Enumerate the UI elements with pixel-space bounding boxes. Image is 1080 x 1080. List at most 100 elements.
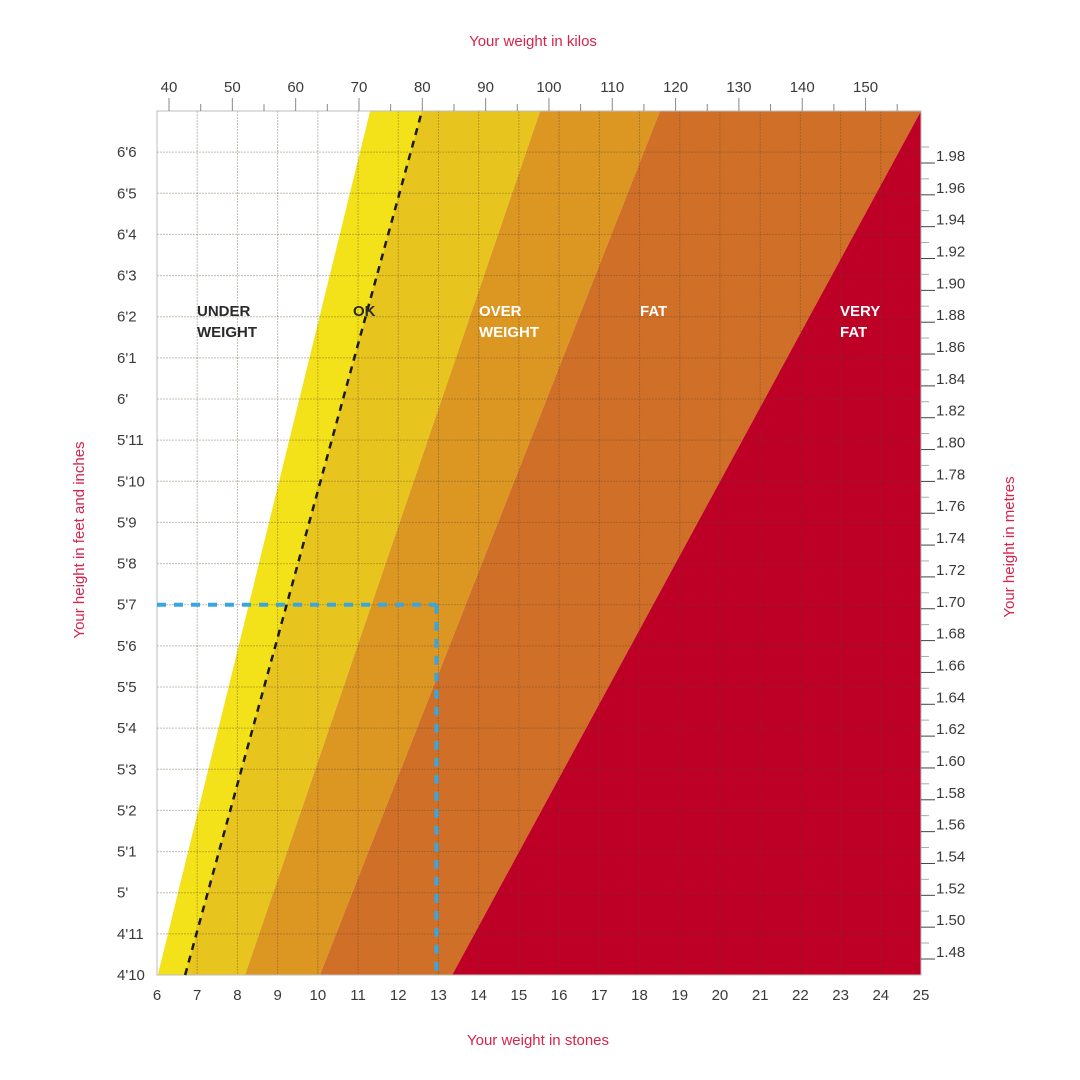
height-ft-tick-label: 5'9 — [117, 514, 137, 531]
height-ft-tick-label: 5'10 — [117, 473, 145, 490]
height-ft-tick-label: 5'5 — [117, 679, 137, 696]
metre-tick-label: 1.86 — [936, 339, 965, 356]
metres-axis: 1.98 1.96 1.94 1.92 1.90 1.88 1.86 1.84 1.82 1.80… — [921, 146, 965, 961]
stone-tick-label: 19 — [671, 987, 688, 1004]
left-axis-title: Your height in feet and inches — [71, 441, 88, 638]
kilos-axis: 40 50 60 70 80 90 100 110 120 130 140 150 — [161, 79, 898, 111]
stone-tick-label: 18 — [631, 987, 648, 1004]
stone-tick-label: 16 — [551, 987, 568, 1004]
zone-very-fat — [452, 111, 921, 975]
zone-ok-lower- — [157, 111, 422, 975]
height-ft-tick-label: 5' — [117, 885, 128, 902]
kilo-tick-label: 100 — [536, 79, 561, 96]
metre-tick-label: 1.78 — [936, 466, 965, 483]
right-axis-title: Your height in metres — [1001, 476, 1018, 617]
zone-ok — [185, 111, 541, 975]
stone-tick-label: 9 — [273, 987, 281, 1004]
stone-tick-label: 21 — [752, 987, 769, 1004]
metre-tick-label: 1.56 — [936, 817, 965, 834]
kilo-tick-label: 130 — [726, 79, 751, 96]
kilo-tick-label: 140 — [790, 79, 815, 96]
metre-tick-label: 1.50 — [936, 912, 965, 929]
zone-label-text: UNDER — [197, 303, 251, 320]
height-ft-tick-label: 5'6 — [117, 638, 137, 655]
metre-tick-label: 1.68 — [936, 626, 965, 643]
stone-tick-label: 22 — [792, 987, 809, 1004]
metre-tick-label: 1.66 — [936, 657, 965, 674]
metre-tick-label: 1.64 — [936, 689, 965, 706]
kilo-tick-label: 120 — [663, 79, 688, 96]
zone-label-text: VERY — [840, 303, 880, 320]
height-ft-tick-label: 5'1 — [117, 844, 137, 861]
kilo-tick-label: 40 — [161, 79, 178, 96]
height-ft-tick-label: 6'4 — [117, 226, 137, 243]
stone-tick-label: 11 — [350, 987, 366, 1004]
grid-lines — [156, 110, 922, 976]
height-ft-tick-label: 5'11 — [117, 432, 144, 449]
height-ft-tick-label: 6'2 — [117, 309, 137, 326]
kilo-tick-label: 110 — [600, 79, 624, 96]
height-ft-tick-label: 4'10 — [117, 967, 145, 984]
zone-label-text: FAT — [840, 324, 867, 341]
stone-tick-label: 20 — [712, 987, 729, 1004]
kilo-tick-label: 70 — [351, 79, 368, 96]
stone-tick-label: 6 — [153, 987, 161, 1004]
stone-tick-label: 24 — [872, 987, 889, 1004]
metre-tick-label: 1.62 — [936, 721, 965, 738]
stone-tick-label: 25 — [913, 987, 930, 1004]
metre-tick-label: 1.52 — [936, 880, 965, 897]
zone-labels: UNDER WEIGHT OK OVER WEIGHT FAT VERY FAT — [197, 303, 880, 341]
metre-tick-label: 1.82 — [936, 403, 965, 420]
stone-tick-label: 10 — [309, 987, 326, 1004]
plot-border — [156, 110, 922, 976]
weight-zones — [157, 111, 921, 975]
zone-label-text: OVER — [479, 303, 522, 320]
metre-tick-label: 1.48 — [936, 944, 965, 961]
height-ft-tick-label: 4'11 — [117, 926, 144, 943]
metre-tick-label: 1.80 — [936, 435, 965, 452]
height-ft-tick-label: 6' — [117, 391, 128, 408]
metre-tick-label: 1.96 — [936, 180, 965, 197]
stone-tick-label: 17 — [591, 987, 608, 1004]
metre-tick-label: 1.72 — [936, 562, 965, 579]
ideal-line — [183, 110, 424, 976]
stones-axis: 6 7 8 9 10 11 12 13 14 15 16 17 18 19 20 21 22 23 24 25 — [153, 987, 930, 1004]
stone-tick-label: 7 — [193, 987, 201, 1004]
metre-tick-label: 1.74 — [936, 530, 965, 547]
zone-label-text: FAT — [640, 303, 667, 320]
height-ft-tick-label: 6'5 — [117, 185, 137, 202]
metre-tick-label: 1.84 — [936, 371, 965, 388]
metre-tick-label: 1.70 — [936, 594, 965, 611]
stone-tick-label: 12 — [390, 987, 407, 1004]
metre-tick-label: 1.98 — [936, 148, 965, 165]
feet-inches-axis: 6'6 6'5 6'4 6'3 6'2 6'1 6' 5'11 5'10 5'9 5'8 5'7 5'6… — [117, 144, 145, 984]
stone-tick-label: 23 — [832, 987, 849, 1004]
metre-tick-label: 1.76 — [936, 498, 965, 515]
metre-tick-label: 1.88 — [936, 307, 965, 324]
metre-tick-label: 1.60 — [936, 753, 965, 770]
stone-tick-label: 13 — [430, 987, 447, 1004]
example-marker-lines — [157, 602, 439, 975]
zone-fat — [319, 111, 921, 975]
top-axis-title: Your weight in kilos — [469, 33, 597, 50]
stone-tick-label: 8 — [233, 987, 241, 1004]
metre-tick-label: 1.58 — [936, 785, 965, 802]
height-ft-tick-label: 5'3 — [117, 761, 137, 778]
height-ft-tick-label: 5'2 — [117, 802, 137, 819]
kilo-tick-label: 50 — [224, 79, 241, 96]
kilo-tick-label: 90 — [477, 79, 494, 96]
zone-label-text: WEIGHT — [197, 324, 257, 341]
metre-tick-label: 1.92 — [936, 244, 965, 261]
stone-tick-label: 15 — [511, 987, 528, 1004]
metre-tick-label: 1.94 — [936, 212, 965, 229]
height-ft-tick-label: 6'6 — [117, 144, 137, 161]
zone-label-text: WEIGHT — [479, 324, 539, 341]
kilo-tick-label: 80 — [414, 79, 431, 96]
metre-tick-label: 1.90 — [936, 275, 965, 292]
height-ft-tick-label: 5'4 — [117, 720, 137, 737]
kilo-tick-label: 60 — [287, 79, 304, 96]
height-ft-tick-label: 6'1 — [117, 350, 137, 367]
kilo-tick-label: 150 — [853, 79, 878, 96]
x-axis-title: Your weight in stones — [467, 1032, 609, 1049]
